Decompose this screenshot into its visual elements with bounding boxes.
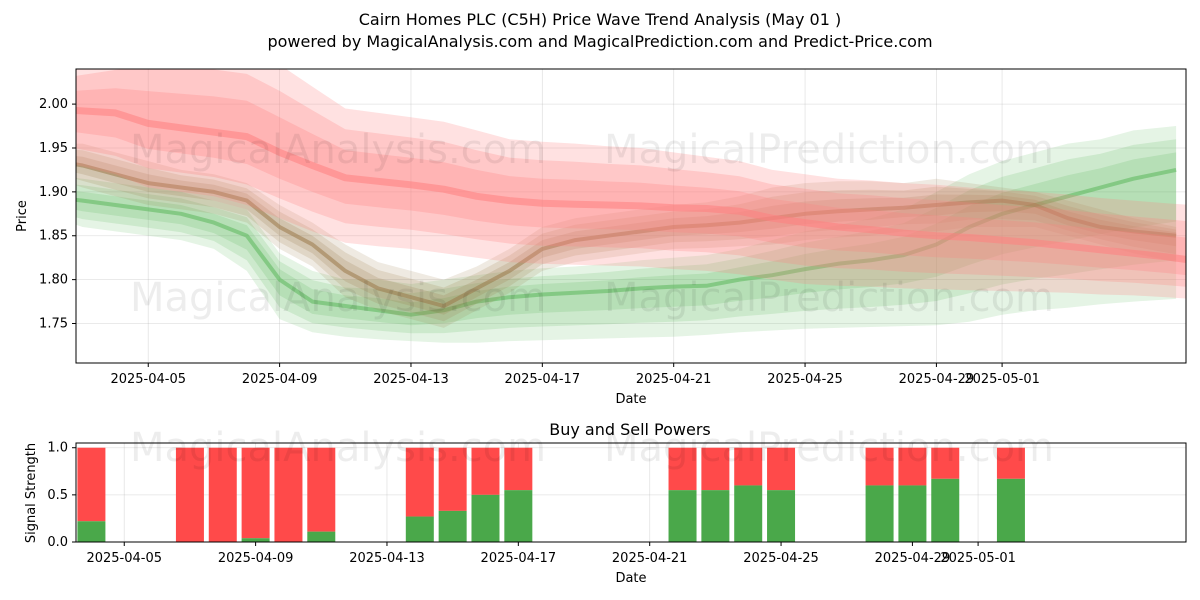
price-x-tick-label: 2025-04-13	[373, 372, 449, 387]
watermark: MagicalPrediction.com	[604, 425, 1054, 471]
watermark: MagicalAnalysis.com	[130, 127, 546, 173]
price-x-tick-label: 2025-04-05	[110, 372, 186, 387]
wave-band	[76, 156, 1177, 315]
signal-axes: 0.0 0.5 1.0 2025-04-05 2025-04-09 2025-04-13 2…	[47, 441, 1016, 566]
buy-bar	[241, 538, 270, 542]
sell-bar	[208, 447, 237, 542]
price-y-axis-title: Price	[15, 200, 30, 232]
signal-x-tick-label: 2025-04-09	[218, 551, 294, 566]
signal-y-tick-label: 0.0	[47, 535, 68, 550]
buy-bar	[931, 478, 960, 542]
sell-bar	[931, 447, 960, 479]
sell-bar	[767, 447, 796, 491]
price-plot-frame	[75, 68, 1187, 364]
signal-y-axis-title: Signal Strength	[24, 443, 39, 543]
price-y-tick-label: 1.90	[39, 185, 68, 200]
signal-x-tick-label: 2025-04-17	[481, 551, 557, 566]
wave-band	[76, 143, 1177, 328]
price-x-tick-label: 2025-04-25	[767, 372, 843, 387]
signal-x-tick-label: 2025-04-21	[612, 551, 688, 566]
signal-x-tick-label: 2025-05-01	[940, 551, 1016, 566]
sell-bar	[175, 447, 204, 542]
buy-bar	[898, 485, 927, 542]
sell-bar	[405, 447, 434, 517]
sell-bar	[77, 447, 106, 522]
sell-bar	[307, 447, 336, 532]
price-x-tick-label: 2025-04-21	[636, 372, 712, 387]
buy-bar	[405, 516, 434, 542]
price-wave-bands	[76, 69, 1186, 343]
price-x-tick-label: 2025-04-29	[899, 372, 975, 387]
sell-bar	[865, 447, 894, 486]
buy-bar	[996, 478, 1025, 542]
sell-bar	[274, 447, 303, 542]
sell-bar	[734, 447, 763, 486]
price-panel: MagicalAnalysis.com MagicalPrediction.co…	[15, 68, 1187, 407]
price-watermarks: MagicalAnalysis.com MagicalPrediction.co…	[130, 127, 1054, 321]
sell-bar	[438, 447, 467, 511]
price-x-tick-label: 2025-04-17	[505, 372, 581, 387]
sell-bar	[701, 447, 730, 491]
signal-bars	[77, 447, 1025, 542]
buy-bar	[767, 490, 796, 542]
signal-x-tick-label: 2025-04-29	[875, 551, 951, 566]
wave-center-line	[76, 106, 1186, 263]
price-y-tick-label: 1.75	[39, 317, 68, 332]
price-band-group	[76, 69, 1186, 343]
sell-bar	[996, 447, 1025, 479]
buy-bar	[77, 521, 106, 542]
chart-title: Cairn Homes PLC (C5H) Price Wave Trend A…	[358, 10, 842, 29]
signal-y-tick-label: 1.0	[47, 441, 68, 456]
sell-bar	[471, 447, 500, 495]
wave-band	[76, 69, 1186, 299]
signal-x-tick-label: 2025-04-05	[86, 551, 162, 566]
sell-bar	[504, 447, 533, 491]
signal-x-tick-label: 2025-04-13	[349, 551, 425, 566]
price-x-tick-label: 2025-05-01	[964, 372, 1040, 387]
price-x-tick-label: 2025-04-09	[242, 372, 318, 387]
wave-center-line	[76, 162, 1177, 308]
wave-band	[76, 139, 1177, 334]
buy-bar	[734, 485, 763, 542]
buy-bar	[865, 485, 894, 542]
price-y-tick-label: 1.85	[39, 229, 68, 244]
signal-plot-frame	[75, 442, 1187, 543]
price-grid	[76, 69, 1186, 363]
buy-bar	[668, 490, 697, 542]
buy-bar	[471, 494, 500, 542]
wave-band	[76, 126, 1177, 343]
sell-bar	[241, 447, 270, 539]
signal-x-tick-label: 2025-04-25	[743, 551, 819, 566]
sell-bar	[898, 447, 927, 486]
price-axes: 2.00 1.95 1.90 1.85 1.80 1.75 2025-04-05 2025-0…	[39, 97, 1040, 387]
watermark: MagicalPrediction.com	[604, 275, 1054, 321]
signal-panel: Buy and Sell Powers MagicalAnalysis.com …	[24, 420, 1187, 586]
wave-band	[76, 69, 1186, 287]
signal-x-axis-title: Date	[615, 571, 646, 586]
wave-band	[76, 88, 1186, 276]
watermark: MagicalAnalysis.com	[130, 275, 546, 321]
wave-band	[76, 149, 1177, 322]
buy-bar	[701, 490, 730, 542]
watermark: MagicalAnalysis.com	[130, 425, 546, 471]
wave-band	[76, 152, 1177, 326]
buy-bar	[504, 490, 533, 542]
signal-watermarks: MagicalAnalysis.com MagicalPrediction.co…	[130, 425, 1054, 471]
signal-panel-title: Buy and Sell Powers	[549, 420, 711, 439]
price-y-tick-label: 2.00	[39, 97, 68, 112]
price-y-tick-label: 1.80	[39, 273, 68, 288]
buy-bar	[438, 510, 467, 542]
buy-bar	[307, 531, 336, 542]
price-x-axis-title: Date	[615, 392, 646, 407]
chart-subtitle: powered by MagicalAnalysis.com and Magic…	[267, 32, 933, 51]
price-y-tick-label: 1.95	[39, 141, 68, 156]
signal-y-tick-label: 0.5	[47, 488, 68, 503]
watermark: MagicalPrediction.com	[604, 127, 1054, 173]
sell-bar	[668, 447, 697, 491]
wave-center-line	[76, 167, 1177, 317]
